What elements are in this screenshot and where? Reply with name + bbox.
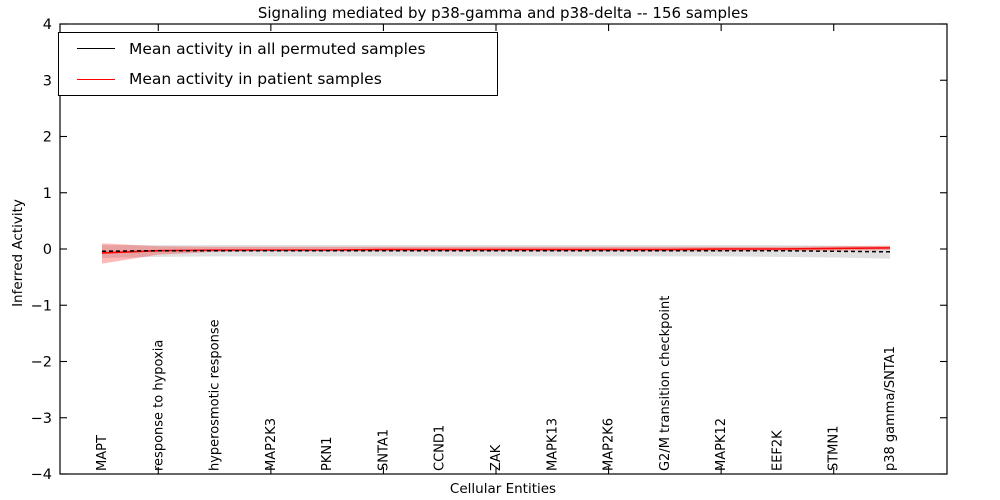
y-axis-label: Inferred Activity — [10, 199, 26, 307]
legend-label-patient: Mean activity in patient samples — [129, 70, 382, 89]
y-tick-label: −3 — [31, 411, 52, 427]
x-category-label: p38 gamma/SNTA1 — [883, 346, 898, 471]
x-category-label: response to hypoxia — [151, 340, 166, 471]
patient-samples-confidence-band — [102, 243, 890, 264]
legend-line-sample-black — [77, 48, 115, 50]
x-category-label: SNTA1 — [376, 429, 391, 471]
x-category-label: MAP2K3 — [264, 418, 279, 471]
chart-title: Signaling mediated by p38-gamma and p38-… — [257, 4, 749, 22]
y-tick-label: −4 — [31, 467, 52, 483]
x-category-label: MAPK12 — [714, 418, 729, 471]
y-tick-label: −2 — [31, 355, 52, 371]
y-tick-label: 0 — [43, 242, 52, 258]
x-category-label: MAPT — [95, 435, 110, 471]
x-category-label: G2/M transition checkpoint — [658, 296, 673, 471]
x-category-label: STMN1 — [827, 426, 842, 471]
x-category-label: CCND1 — [433, 425, 448, 471]
x-category-label: ZAK — [489, 444, 504, 471]
y-tick-label: 2 — [43, 130, 52, 146]
permuted-mean-line — [101, 249, 891, 253]
y-tick-label: 3 — [43, 73, 52, 89]
legend: Mean activity in all permuted samples Me… — [58, 32, 498, 96]
legend-line-sample-red — [77, 78, 115, 80]
y-tick-label: −1 — [31, 298, 52, 314]
x-category-label: MAP2K6 — [602, 418, 617, 471]
x-category-label: EEF2K — [770, 430, 785, 471]
permuted-samples-confidence-band — [102, 245, 890, 259]
x-category-label: hyperosmotic response — [208, 319, 223, 471]
x-category-label: MAPK13 — [545, 418, 560, 471]
y-tick-label: 4 — [43, 17, 52, 33]
legend-entry-patient: Mean activity in patient samples — [59, 64, 497, 94]
legend-label-permuted: Mean activity in all permuted samples — [129, 39, 426, 58]
legend-entry-permuted: Mean activity in all permuted samples — [59, 34, 497, 64]
y-tick-label: 1 — [43, 186, 52, 202]
x-axis-label: Cellular Entities — [449, 481, 557, 497]
x-category-label: PKN1 — [320, 437, 335, 471]
patient-mean-line — [101, 247, 891, 254]
